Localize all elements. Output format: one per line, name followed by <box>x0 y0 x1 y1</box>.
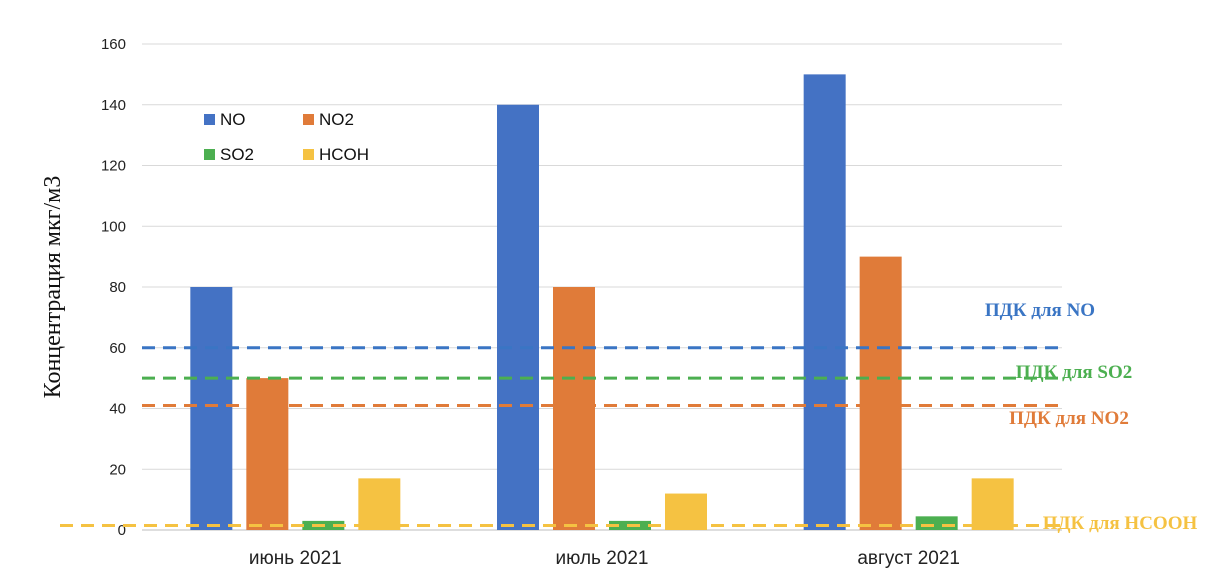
legend-swatch <box>204 149 215 160</box>
bar-so2-3 <box>915 516 958 530</box>
y-tick-label: 120 <box>101 158 126 175</box>
y-tick-label: 100 <box>101 218 126 235</box>
bar-hcoh-3 <box>971 478 1014 530</box>
legend: NO NO2 SO2 HCOH <box>204 110 369 164</box>
y-tick-label: 40 <box>109 401 126 418</box>
x-axis: июнь 2021 июль 2021 август 2021 <box>249 548 960 569</box>
reference-line-label: ПДК для SO2 <box>1016 362 1133 383</box>
y-tick-label: 140 <box>101 97 126 114</box>
y-axis: 0 20 40 60 80 100 120 140 160 <box>101 36 126 539</box>
x-tick-label: июнь 2021 <box>249 548 342 569</box>
bar-no-2 <box>497 104 539 530</box>
y-tick-label: 80 <box>109 279 126 296</box>
x-tick-label: август 2021 <box>857 548 960 569</box>
reference-lines: ПДК для NO ПДК для SO2 ПДК для NO2 ПДК для … <box>60 300 1197 534</box>
legend-label: NO2 <box>319 110 354 129</box>
reference-line-label: ПДК для NO <box>985 300 1095 321</box>
y-tick-label: 160 <box>101 36 126 53</box>
y-tick-label: 60 <box>109 340 126 357</box>
legend-label: HCOH <box>319 145 369 164</box>
bar-no2-2 <box>553 287 595 530</box>
legend-swatch <box>303 114 314 125</box>
bars <box>190 74 1014 530</box>
legend-swatch <box>204 114 215 125</box>
x-tick-label: июль 2021 <box>556 548 649 569</box>
bar-hcoh-2 <box>665 493 707 530</box>
y-axis-label: Концентрация мкг/м3 <box>40 176 66 399</box>
legend-swatch <box>303 149 314 160</box>
reference-line-label: ПДК для HCOOH <box>1043 513 1198 534</box>
reference-line-label: ПДК для NO2 <box>1009 408 1129 429</box>
bar-no-1 <box>190 287 233 530</box>
y-tick-label: 20 <box>109 461 126 478</box>
legend-label: NO <box>220 110 246 129</box>
bar-no2-1 <box>246 378 289 530</box>
legend-label: SO2 <box>220 145 254 164</box>
bar-no-3 <box>803 74 846 530</box>
bar-no2-3 <box>859 256 902 530</box>
bar-hcoh-1 <box>358 478 401 530</box>
y-tick-label: 0 <box>118 522 126 539</box>
